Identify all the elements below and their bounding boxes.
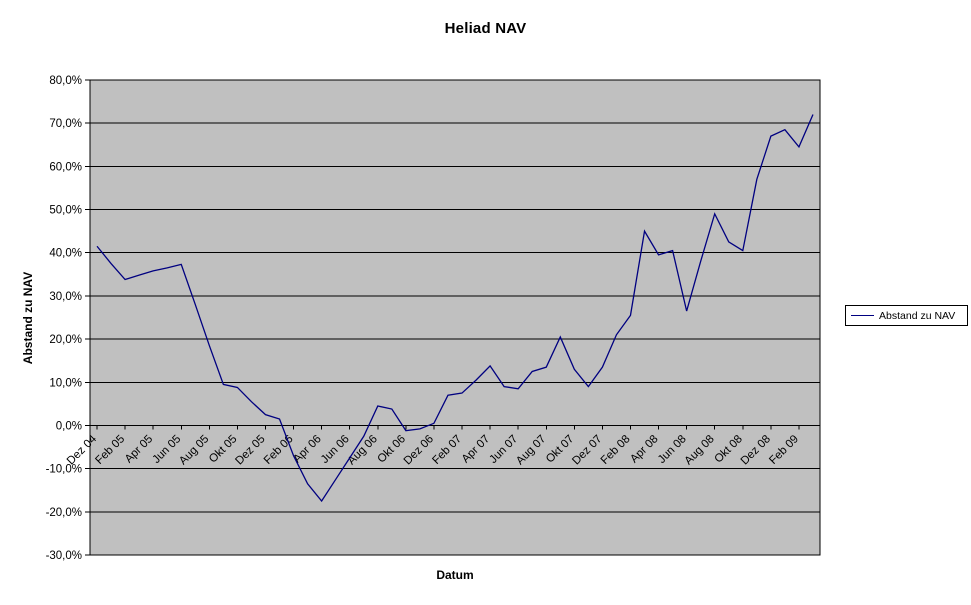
- chart-title: Heliad NAV: [444, 20, 527, 37]
- y-tick-label: -20,0%: [46, 507, 82, 519]
- y-tick-label: 80,0%: [49, 75, 82, 87]
- plot-border: [89, 79, 821, 556]
- y-tick-label: 30,0%: [49, 291, 82, 303]
- y-tick-label: 40,0%: [49, 248, 82, 260]
- y-tick-label: 70,0%: [49, 118, 82, 130]
- legend-label: Abstand zu NAV: [879, 309, 956, 322]
- legend-line-sample-icon: [851, 315, 874, 316]
- y-tick-label: 50,0%: [49, 205, 82, 217]
- nav-line-series: [96, 114, 814, 503]
- y-tick-label: 10,0%: [49, 377, 82, 389]
- y-axis-title: Abstand zu NAV: [21, 271, 35, 365]
- y-tick-label: 0,0%: [56, 420, 82, 432]
- legend: Abstand zu NAV: [845, 305, 968, 326]
- y-tick-label: -30,0%: [46, 550, 82, 562]
- y-tick-label: -10,0%: [46, 464, 82, 476]
- plot-area: [90, 80, 820, 555]
- y-tick-label: 20,0%: [49, 334, 82, 346]
- y-tick-label: 60,0%: [49, 161, 82, 173]
- x-axis-title: Datum: [436, 568, 474, 582]
